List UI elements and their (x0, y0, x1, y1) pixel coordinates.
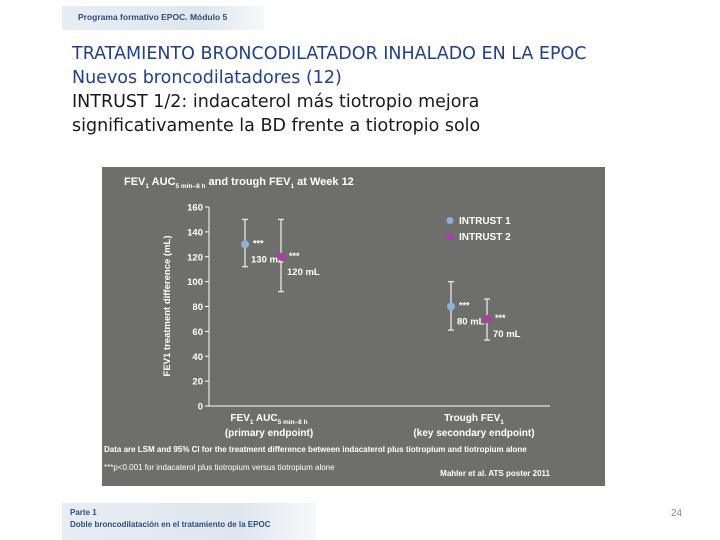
y-tick-label: 40 (192, 352, 203, 363)
subscript: 5 min–8 h (278, 419, 308, 426)
significance-label: *** (495, 313, 506, 323)
text-part: FEV (230, 413, 250, 424)
subscript: 1 (250, 419, 254, 426)
y-tick-label: 160 (187, 203, 203, 214)
text-part: FEV (124, 176, 146, 188)
data-point (241, 240, 249, 249)
title-line-2: Nuevos broncodilatadores (12) (72, 68, 342, 88)
y-axis-label: FEV1 treatment difference (mL) (162, 236, 173, 377)
title-line-3: INTRUST 1/2: indacaterol más tiotropio m… (72, 92, 480, 112)
module-banner-text: Programa formativo EPOC. Módulo 5 (78, 12, 228, 22)
y-tick-label: 20 (192, 377, 203, 388)
x-category-sublabel: (primary endpoint) (225, 428, 313, 439)
x-category-label: FEV1 AUC5 min–8 h (230, 413, 307, 426)
title-line-4: significativamente la BD frente a tiotro… (72, 116, 481, 136)
x-category-sublabel: (key secondary endpoint) (413, 428, 534, 439)
significance-label: *** (289, 251, 300, 261)
y-tick-label: 60 (192, 327, 203, 338)
significance-label: *** (253, 238, 264, 248)
slide-title: TRATAMIENTO BRONCODILATADOR INHALADO EN … (72, 42, 712, 138)
legend-label: INTRUST 2 (459, 232, 511, 243)
y-ticks: 0 20 40 60 80 100 120 140 160 (187, 203, 209, 413)
chart-title: FEV1 AUC5 min–8 h and trough FEV1 at Wee… (124, 176, 354, 190)
data-point (483, 314, 491, 323)
x-categories: FEV1 AUC5 min–8 h(primary endpoint)Troug… (225, 413, 535, 439)
data-point (277, 252, 285, 261)
footnote-significance: ***p<0.001 for indacaterol plus tiotropi… (104, 463, 335, 472)
module-banner: Programa formativo EPOC. Módulo 5 (62, 6, 264, 30)
citation: Mahler et al. ATS poster 2011 (440, 469, 550, 478)
subscript: 1 (145, 183, 149, 190)
value-label: 130 mL (251, 254, 284, 265)
subscript: 1 (500, 419, 504, 426)
value-label: 70 mL (493, 329, 521, 340)
y-tick-label: 140 (187, 227, 203, 238)
legend-marker (446, 233, 454, 240)
data-marks: *** 130 mL *** 80 mL *** 120 mL *** 70 mL (241, 218, 521, 341)
title-line-1: TRATAMIENTO BRONCODILATADOR INHALADO EN … (72, 44, 587, 64)
subscript: 5 min–8 h (176, 183, 206, 190)
part-subtitle: Doble broncodilatación en el tratamiento… (70, 520, 271, 529)
x-category-label: Trough FEV1 (444, 413, 504, 426)
subscript: 1 (290, 183, 294, 190)
legend: INTRUST 1 INTRUST 2 (446, 216, 511, 243)
value-label: 120 mL (287, 267, 320, 278)
page-number: 24 (671, 508, 683, 519)
part-label: Parte 1 (70, 508, 97, 517)
text-part: AUC (254, 413, 278, 424)
data-point (447, 302, 455, 311)
value-label: 80 mL (457, 317, 485, 328)
chart-background (102, 167, 605, 486)
y-tick-label: 120 (187, 252, 203, 263)
footnote-ci: Data are LSM and 95% CI for the treatmen… (104, 445, 527, 454)
chart-panel: FEV1 AUC5 min–8 h and trough FEV1 at Wee… (102, 167, 605, 486)
y-tick-label: 80 (192, 302, 203, 313)
legend-marker (446, 217, 454, 224)
text-part: AUC (149, 176, 176, 188)
part-banner: Parte 1 Doble broncodilatación en el tra… (62, 503, 316, 540)
text-part: at Week 12 (294, 176, 354, 188)
fev1-chart: FEV1 AUC5 min–8 h and trough FEV1 at Wee… (102, 167, 605, 486)
legend-label: INTRUST 1 (459, 216, 511, 227)
y-tick-label: 100 (187, 277, 203, 288)
significance-label: *** (459, 301, 470, 311)
text-part: Trough FEV (444, 413, 500, 424)
y-tick-label: 0 (198, 402, 203, 413)
text-part: and trough FEV (206, 176, 292, 188)
